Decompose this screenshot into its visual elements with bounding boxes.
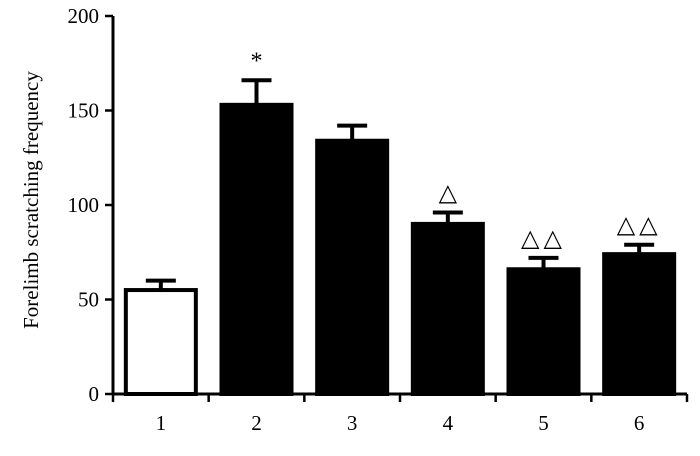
bar-2 — [219, 102, 294, 397]
x-tick-label: 6 — [634, 411, 645, 435]
y-tick-label: 150 — [68, 99, 100, 123]
bar-6 — [602, 252, 677, 396]
significance-mark-5: △△ — [521, 226, 566, 252]
significance-mark-2: * — [251, 48, 263, 74]
significance-marks: *△△△△△ — [251, 48, 662, 252]
x-tick-label: 2 — [251, 411, 262, 435]
significance-mark-4: △ — [439, 181, 458, 207]
error-bars — [145, 78, 655, 291]
x-tick-label: 4 — [443, 411, 454, 435]
bar-5 — [506, 267, 581, 397]
y-tick-label: 50 — [78, 288, 99, 312]
y-axis-label: Forelimb scratching frequency — [19, 71, 43, 329]
bar-3 — [315, 138, 390, 396]
y-axis: 0 50 100 150 200 — [68, 4, 115, 406]
x-axis: 1 2 3 4 5 6 — [111, 392, 689, 435]
y-tick-label: 200 — [68, 4, 100, 28]
y-tick-label: 100 — [68, 193, 100, 217]
significance-mark-6: △△ — [617, 213, 662, 239]
y-tick-label: 0 — [89, 382, 100, 406]
x-tick-label: 1 — [156, 411, 167, 435]
bars — [123, 102, 677, 397]
x-tick-label: 3 — [347, 411, 358, 435]
bar-1 — [123, 288, 198, 396]
x-tick-label: 5 — [538, 411, 549, 435]
bar-4 — [410, 221, 485, 396]
